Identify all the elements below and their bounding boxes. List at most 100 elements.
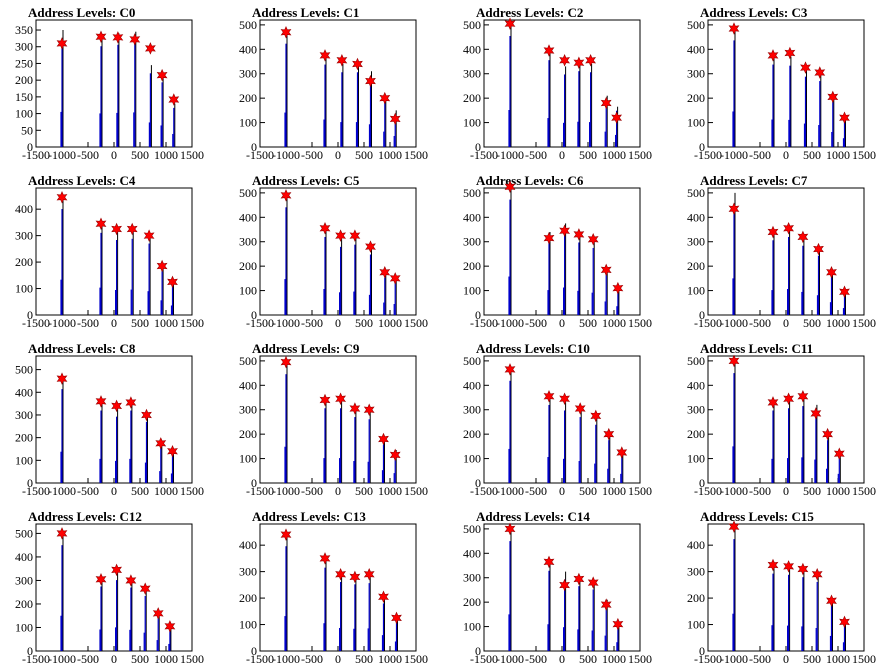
x-tick-label: -500 [749,316,771,330]
x-tick-label: 1500 [180,316,204,330]
y-tick-label: 0 [475,140,481,154]
y-tick-label: 100 [687,116,705,130]
peak-marker [56,191,68,204]
peak-marker [280,189,292,202]
y-tick-label: 500 [15,363,33,377]
y-tick-label: 100 [687,618,705,632]
peak-marker [504,522,516,536]
chart-svg: Address Levels: C12 0 100 200 300 400 500 -1500… [15,509,204,666]
peak-marker [784,46,796,60]
peak-marker [125,574,137,587]
chart-title: Address Levels: C7 [700,173,808,188]
y-tick-label: 0 [699,476,705,490]
x-tick-label: 0 [559,316,565,330]
x-tick-label: -1500 [22,484,50,498]
peak-marker [152,607,164,620]
y-tick-label: 0 [699,140,705,154]
x-tick-label: -1000 [48,652,76,666]
x-tick-label: 1500 [180,652,204,666]
peak-marker [144,42,156,55]
x-tick-label: 1500 [180,484,204,498]
x-tick-label: 0 [559,484,565,498]
y-tick-label: 400 [239,210,257,224]
peak-marker [319,49,331,62]
peak-marker [335,392,347,405]
peak-marker [728,22,740,35]
peak-marker [352,57,363,71]
plot-frame [259,187,417,316]
chart-svg: Address Levels: C10100200300400500-1500-… [239,5,428,162]
x-tick-label: 500 [579,316,597,330]
peak-marker [797,390,809,403]
x-tick-label: 500 [355,316,373,330]
peak-marker [767,49,779,62]
x-tick-label: -500 [525,484,547,498]
y-tick-label: 200 [463,259,481,273]
y-tick-label: 400 [687,538,705,552]
chart-svg: Address Levels: C50100200300400500-1500-… [239,173,428,330]
y-tick-label: 300 [239,235,257,249]
peak-marker [363,403,375,416]
chart-panel-8: Address Levels: C8 0 100 200 300 400 500 -1500-… [0,336,224,504]
y-tick-label: 300 [463,235,481,249]
x-tick-label: -1000 [48,484,76,498]
y-tick-label: 0 [251,308,257,322]
peak-marker [826,266,837,279]
peak-marker [56,37,68,50]
x-tick-label: -1000 [496,148,524,162]
peak-marker [504,180,516,194]
chart-svg: Address Levels: C30100200300400500-1500-… [687,5,876,162]
y-tick-label: 400 [463,42,481,56]
peak-marker [126,222,138,236]
y-tick-label: 0 [699,644,705,658]
x-tick-label: -500 [301,652,323,666]
y-tick-label: 200 [239,591,257,605]
peak-marker [783,560,795,573]
y-tick-label: 200 [239,427,257,441]
plot-frame [35,523,193,652]
y-tick-label: 500 [239,186,257,200]
peak-marker [543,555,555,569]
chart-title: Address Levels: C6 [476,173,584,188]
x-tick-label: -500 [749,148,771,162]
x-tick-label: -500 [525,652,547,666]
y-tick-label: 300 [15,408,33,422]
x-tick-label: -1500 [22,316,50,330]
peak-marker [389,112,401,126]
x-tick-label: -1500 [246,652,274,666]
x-tick-label: 1500 [852,148,876,162]
y-tick-label: 400 [15,550,33,564]
y-tick-label: 100 [15,620,33,634]
y-tick-label: 500 [463,354,481,368]
x-tick-label: 1000 [378,316,402,330]
plot-frame [259,355,417,484]
y-tick-label: 100 [15,453,33,467]
y-tick-label: 300 [239,403,257,417]
peak-marker [363,568,375,581]
chart-svg: Address Levels: C4 0 100 200 300 400 -1500-100… [15,173,204,330]
chart-title: Address Levels: C4 [28,173,136,188]
x-tick-label: 500 [803,652,821,666]
peak-marker [559,392,571,405]
plot-frame [483,187,641,316]
y-tick-label: 0 [27,140,33,154]
peak-marker [111,399,123,413]
peak-marker [833,447,845,460]
chart-svg: Address Levels: C20100200300400500-1500-… [463,5,652,162]
chart-panel-7: Address Levels: C7 0 100 200 300 400 500 -1500-… [672,168,896,336]
y-tick-label: 100 [239,284,257,298]
x-tick-label: 1500 [404,148,428,162]
x-tick-label: -1500 [470,484,498,498]
chart-svg: Address Levels: C11 0 100 200 300 400 500 -1500… [687,341,876,498]
plot-frame [35,355,193,484]
y-tick-label: 200 [15,597,33,611]
peak-marker [56,372,68,385]
peak-marker [349,402,361,415]
x-tick-label: 1000 [378,148,402,162]
x-tick-label: 1000 [826,316,850,330]
y-tick-label: 200 [239,91,257,105]
x-tick-label: 1500 [404,316,428,330]
x-tick-label: 0 [783,148,789,162]
y-tick-label: 200 [687,91,705,105]
x-tick-label: -1500 [470,316,498,330]
